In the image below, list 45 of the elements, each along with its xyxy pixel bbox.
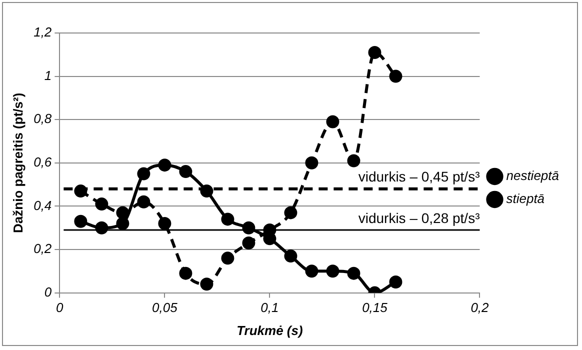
x-tick-label: 0,05 <box>152 300 178 316</box>
x-tick-label: 0,1 <box>260 300 279 316</box>
x-tick-label: 0 <box>56 300 64 316</box>
ref-line-label: vidurkis – 0,28 pt/s³ <box>358 210 480 226</box>
point <box>326 115 340 128</box>
point <box>242 236 256 250</box>
ref-line-label: vidurkis – 0,45 pt/s³ <box>358 168 480 185</box>
point <box>389 275 402 288</box>
point <box>116 217 130 230</box>
point <box>347 154 360 168</box>
x-axis-title: Trukmė (s) <box>236 322 303 338</box>
y-axis-title: Dažnio pagreitis (pt/s²) <box>10 92 26 233</box>
y-tick-label: 0,8 <box>34 111 52 126</box>
point <box>284 206 298 220</box>
point <box>179 165 192 178</box>
point <box>95 198 108 211</box>
x-tick-label: 0,2 <box>470 300 490 316</box>
point <box>389 70 402 83</box>
point <box>368 46 382 59</box>
point <box>347 266 360 280</box>
point <box>200 278 214 291</box>
point <box>158 217 172 230</box>
y-tick-label: 1,2 <box>34 24 52 40</box>
point <box>116 206 130 220</box>
point <box>137 195 150 208</box>
y-tick-label: 0 <box>44 284 52 300</box>
point <box>95 221 108 234</box>
x-tick-label: 0,15 <box>362 300 388 316</box>
point <box>284 249 298 262</box>
point <box>305 264 318 278</box>
legend-label: stieptā <box>506 191 545 206</box>
point <box>242 221 256 234</box>
point <box>326 264 340 278</box>
point <box>221 212 234 226</box>
y-tick-label: 0,2 <box>34 241 52 256</box>
point <box>305 156 318 170</box>
point <box>158 158 172 172</box>
point <box>137 167 150 180</box>
y-tick-label: 0,6 <box>34 154 52 170</box>
point <box>74 214 88 228</box>
point <box>179 266 192 280</box>
y-tick-label: 1 <box>44 68 52 83</box>
y-tick-label: 0,4 <box>34 198 52 213</box>
legend-label: nestieptā <box>506 168 560 184</box>
point <box>221 252 234 265</box>
